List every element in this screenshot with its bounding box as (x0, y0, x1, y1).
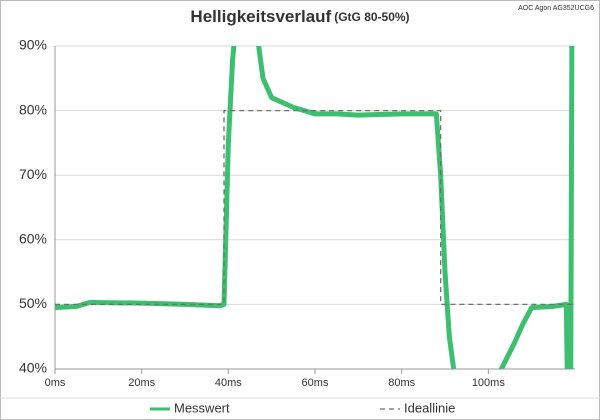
y-tick-label: 90% (19, 37, 47, 53)
x-tick-label: 100ms (472, 377, 506, 389)
y-tick-label: 60% (19, 231, 47, 247)
series-line (55, 46, 575, 369)
x-tick-label: 60ms (302, 377, 329, 389)
legend-label: Messwert (174, 400, 230, 415)
legend-label: Ideallinie (404, 400, 455, 415)
x-tick-label: 0ms (45, 377, 66, 389)
plot-area (55, 46, 575, 369)
source: AOC Agon AG352UCG6 (518, 5, 594, 12)
x-tick-label: 20ms (128, 377, 155, 389)
y-tick-label: 50% (19, 295, 47, 311)
y-tick-label: 80% (19, 101, 47, 117)
y-tick-label: 70% (19, 166, 47, 182)
chart-title-group: Helligkeitsverlauf (GtG 80-50%) (190, 7, 409, 26)
x-tick-label: 40ms (215, 377, 242, 389)
series-line (55, 109, 575, 306)
chart-title: Helligkeitsverlauf (190, 7, 331, 26)
chart-subtitle: (GtG 80-50%) (334, 10, 409, 24)
y-tick-label: 40% (19, 360, 47, 376)
x-tick-label: 80ms (388, 377, 415, 389)
